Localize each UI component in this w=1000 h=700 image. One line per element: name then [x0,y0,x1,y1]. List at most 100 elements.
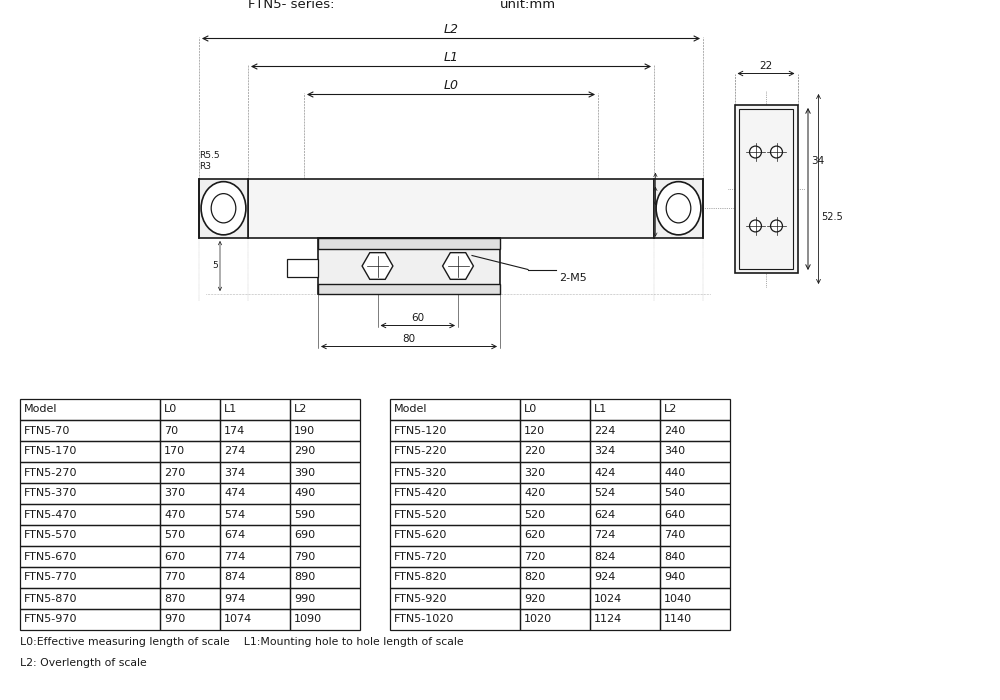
Text: 1040: 1040 [664,594,692,603]
Text: L1: L1 [594,405,607,414]
Circle shape [771,220,782,232]
Text: 624: 624 [594,510,615,519]
Text: 524: 524 [594,489,615,498]
Text: 20.5: 20.5 [661,200,679,209]
Text: 5: 5 [212,262,218,270]
Bar [660,504,730,525]
Bar [660,525,730,546]
Text: 1020: 1020 [524,615,552,624]
Bar [390,462,520,483]
Bar [220,609,290,630]
Text: 574: 574 [224,510,245,519]
Text: 1074: 1074 [224,615,252,624]
Bar [290,546,360,567]
Text: L1: L1 [224,405,237,414]
Bar [520,546,590,567]
Bar [290,441,360,462]
Text: 320: 320 [524,468,545,477]
Bar [660,399,730,420]
Text: 570: 570 [164,531,185,540]
Text: 190: 190 [294,426,315,435]
Bar [520,399,590,420]
Bar [20,483,160,504]
Bar [220,399,290,420]
Bar [660,609,730,630]
Text: 174: 174 [224,426,245,435]
Text: FTN5-420: FTN5-420 [394,489,448,498]
Text: 840: 840 [664,552,685,561]
Bar [318,238,500,248]
Text: 440: 440 [664,468,685,477]
Bar [20,609,160,630]
Text: 520: 520 [524,510,545,519]
Bar [220,546,290,567]
Text: 70: 70 [164,426,178,435]
Text: 374: 374 [224,468,245,477]
Text: 290: 290 [294,447,315,456]
Text: R5.5: R5.5 [199,150,220,160]
Text: 874: 874 [224,573,245,582]
Text: 990: 990 [294,594,315,603]
Bar [520,504,590,525]
Bar [160,441,220,462]
Bar [390,588,520,609]
Bar [160,588,220,609]
Bar [290,609,360,630]
Bar [660,462,730,483]
Bar [290,483,360,504]
Text: 490: 490 [294,489,315,498]
Text: 1140: 1140 [664,615,692,624]
Text: 424: 424 [594,468,615,477]
Text: FTN5-220: FTN5-220 [394,447,448,456]
Bar [520,609,590,630]
Bar [590,420,660,441]
Bar [20,588,160,609]
Text: 940: 940 [664,573,685,582]
Text: 974: 974 [224,594,245,603]
Text: 540: 540 [664,489,685,498]
Bar [220,483,290,504]
Bar [590,588,660,609]
Text: 224: 224 [594,426,615,435]
Text: L2: L2 [444,23,458,36]
Bar [390,399,520,420]
Text: L2: L2 [294,405,307,414]
Text: FTN5-870: FTN5-870 [24,594,78,603]
Circle shape [771,146,782,158]
Bar [590,441,660,462]
Text: FTN5-120: FTN5-120 [394,426,447,435]
Bar [660,588,730,609]
Bar [20,441,160,462]
Bar [220,525,290,546]
Text: 920: 920 [524,594,545,603]
Text: 670: 670 [164,552,185,561]
Text: 740: 740 [664,531,685,540]
Text: 240: 240 [664,426,685,435]
Bar [590,483,660,504]
Bar [318,284,500,294]
Text: 474: 474 [224,489,245,498]
Bar [290,504,360,525]
Text: unit:mm: unit:mm [500,0,556,10]
Bar [290,588,360,609]
Text: 1090: 1090 [294,615,322,624]
Text: FTN5-820: FTN5-820 [394,573,448,582]
Bar [590,525,660,546]
Text: 170: 170 [164,447,185,456]
Bar [220,567,290,588]
Text: 32: 32 [207,204,218,213]
Text: FTN5-620: FTN5-620 [394,531,447,540]
Bar [220,462,290,483]
Bar [220,588,290,609]
Bar [590,609,660,630]
Text: FTN5-970: FTN5-970 [24,615,78,624]
Bar [654,178,703,238]
Text: 1024: 1024 [594,594,622,603]
Text: FTN5-670: FTN5-670 [24,552,77,561]
Text: 370: 370 [164,489,185,498]
Bar [290,462,360,483]
Bar [520,441,590,462]
Bar [520,588,590,609]
Bar [160,420,220,441]
Text: L0: L0 [164,405,177,414]
